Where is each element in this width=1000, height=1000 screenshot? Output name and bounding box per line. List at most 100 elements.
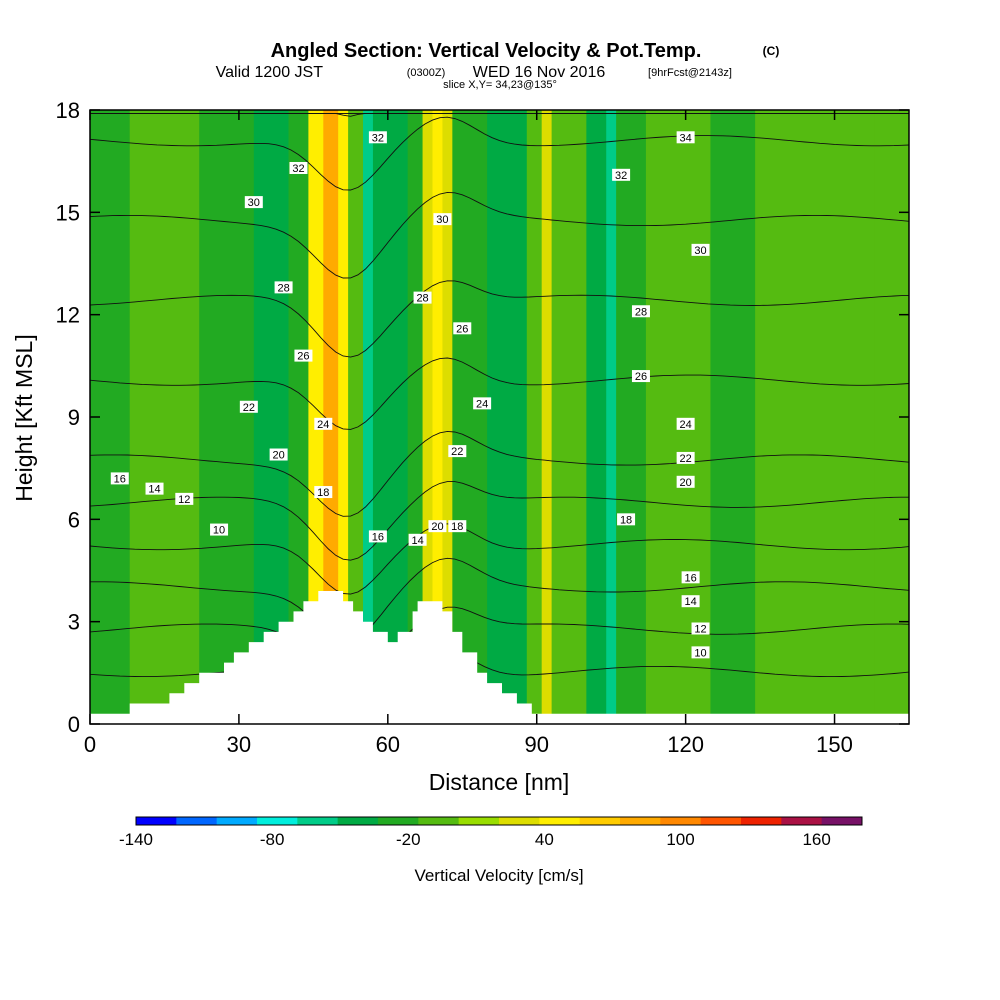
isentrope-label: 14 [148,484,160,496]
valid-date: WED 16 Nov 2016 [473,64,606,81]
colorbar-swatch [418,817,460,825]
colorbar-swatch [216,817,258,825]
isentrope-label-box [408,533,427,546]
isentrope-label-box [244,196,263,209]
isentrope-label: 26 [635,371,647,383]
isentrope-label-box [433,213,452,226]
isentrope-label: 12 [694,623,706,635]
isentrope-label: 14 [411,535,423,547]
velocity-band [253,110,290,724]
colorbar-swatch [539,817,581,825]
velocity-band [452,110,488,724]
velocity-band [551,110,587,724]
isentrope-label-box [314,486,333,499]
isentrope-label: 22 [451,446,463,458]
isentrope-label-box [453,322,472,335]
colorbar-swatch [297,817,339,825]
velocity-band [541,110,553,724]
isentrope-label-box [691,646,710,659]
isentrope-label-box [175,492,194,505]
isentrope-line [90,481,909,561]
isentrope-label: 20 [431,521,443,533]
isentrope-label: 18 [317,487,329,499]
isentrope-label-box [676,131,695,144]
isentrope-line [90,557,909,643]
isentrope-line [90,430,909,517]
velocity-band [606,110,617,724]
colorbar-swatch [579,817,621,825]
velocity-band [323,110,339,724]
velocity-band [755,110,875,724]
y-tick-label: 9 [68,405,80,430]
velocity-band [348,110,364,724]
isentrope-label-box [681,571,700,584]
isentrope-label-box [110,472,129,485]
velocity-band [616,110,647,724]
plot-content: 16 14 12 10 22 20 18 24 26 28 30 32 32 16 14 20 18 22 24 26… [90,110,909,724]
x-tick-label: 30 [227,732,251,757]
isentrope-label: 30 [436,214,448,226]
isentrope-label-box [681,595,700,608]
isentrope-label-box [676,451,695,464]
isentrope-label: 18 [620,514,632,526]
x-tick-label: 150 [816,732,853,757]
isentrope-label-box [274,281,293,294]
isentrope-label: 12 [178,494,190,506]
isentrope-label-box [676,417,695,430]
isentrope-label: 32 [372,132,384,144]
isentrope-label-box [368,530,387,543]
velocity-band [432,110,443,724]
chart-title: Angled Section: Vertical Velocity & Pot.… [271,40,702,62]
colorbar-tick-label: 160 [802,830,830,849]
isentrope-label: 16 [372,531,384,543]
colorbar-swatch [337,817,379,825]
isentrope-label-box [631,370,650,383]
isentrope-label-box [676,475,695,488]
velocity-band [586,110,607,724]
isentrope-line [90,606,909,689]
colorbar-swatch [257,817,298,825]
isentrope-label-box [473,397,492,410]
y-tick-label: 0 [68,712,80,737]
isentrope-line [90,191,909,279]
isentrope-label: 10 [213,525,225,537]
x-axis-label: Distance [nm] [429,769,570,795]
colorbar-swatch [378,817,419,825]
forecast-info: [9hrFcst@2143z] [648,67,732,79]
isentrope-label: 26 [297,351,309,363]
x-tick-label: 60 [376,732,400,757]
colorbar: Vertical Velocity [cm/s] -140 -80 -20 40 100… [119,816,863,885]
colorbar-swatch [660,817,702,825]
chart-titles: Angled Section: Vertical Velocity & Pot.… [216,40,780,91]
isentrope-label: 32 [615,170,627,182]
isentrope-label-box [691,243,710,256]
isentrope-label-box [413,291,432,304]
isentrope-label: 16 [684,572,696,584]
y-axis-label: Height [Kft MSL] [11,334,37,501]
isentrope-label-box [294,349,313,362]
velocity-band [710,110,756,724]
terrain-mask [90,591,909,724]
velocity-band [487,110,528,724]
y-tick-label: 3 [68,610,80,635]
colorbar-label: Vertical Velocity [cm/s] [414,866,583,885]
x-tick-label: 120 [667,732,704,757]
colorbar-tick-label: 40 [535,830,554,849]
colorbar-tick-label: 100 [666,830,694,849]
x-tick-label: 0 [84,732,96,757]
isentrope-label-box [448,520,467,533]
colorbar-frame [135,816,863,826]
isentrope-label: 20 [272,450,284,462]
velocity-band [363,110,374,724]
isentrope-label-box [289,161,308,174]
velocity-band [407,110,424,724]
colorbar-tick-label: -20 [396,830,421,849]
colorbar-swatch [700,817,742,825]
isentrope-label-box [210,523,229,536]
chart-title-unit: (C) [763,44,780,58]
isentrope-label: 28 [635,306,647,318]
colorbar-swatch [620,817,661,825]
colorbar-tick-label: -80 [260,830,285,849]
